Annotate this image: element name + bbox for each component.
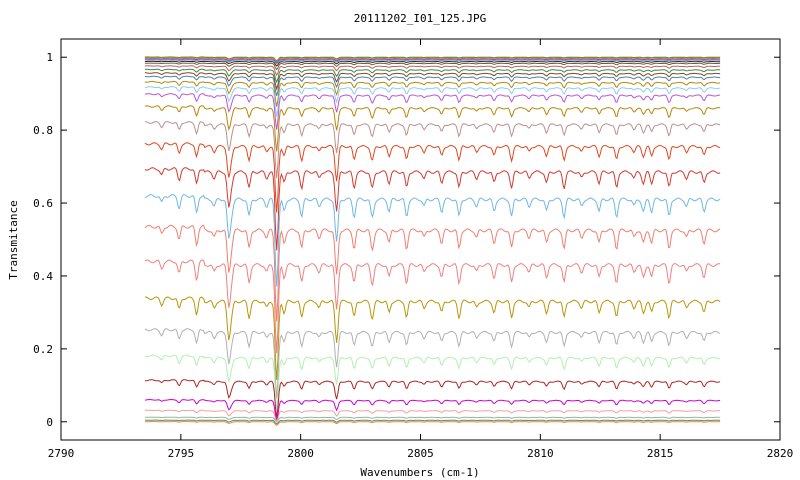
- series-line: [144, 58, 721, 64]
- series-line: [144, 419, 721, 425]
- x-tick-label: 2795: [168, 447, 195, 460]
- series-line: [144, 259, 721, 354]
- series-line: [144, 65, 721, 77]
- x-axis-ticks: 2790 2795 2800 2805 2810 2815 2820: [48, 39, 794, 460]
- series-line: [144, 398, 721, 421]
- chart-title: 20111202_I01_125.JPG: [354, 12, 486, 25]
- series-line: [144, 328, 721, 399]
- series-line: [144, 167, 721, 251]
- y-tick-label: 0.4: [33, 270, 53, 283]
- series-layer: [144, 56, 721, 427]
- y-tick-label: 0: [46, 416, 53, 429]
- series-line: [144, 68, 721, 84]
- series-line: [144, 193, 721, 287]
- x-tick-label: 2790: [48, 447, 75, 460]
- series-line: [144, 62, 721, 71]
- x-tick-label: 2800: [287, 447, 314, 460]
- series-line: [144, 416, 721, 423]
- series-line: [144, 296, 721, 381]
- series-line: [144, 409, 721, 423]
- y-axis-label: Transmitance: [7, 200, 20, 279]
- y-tick-label: 0.6: [33, 197, 53, 210]
- y-axis-ticks: 0 0.2 0.4 0.6 0.8 1: [33, 51, 780, 429]
- x-tick-label: 2805: [407, 447, 434, 460]
- y-tick-label: 1: [46, 51, 53, 64]
- series-line: [144, 57, 721, 63]
- x-tick-label: 2815: [647, 447, 674, 460]
- series-line: [144, 86, 721, 117]
- series-line: [144, 224, 721, 322]
- y-tick-label: 0.8: [33, 124, 53, 137]
- series-line: [144, 379, 721, 418]
- x-tick-label: 2820: [767, 447, 794, 460]
- series-line: [144, 75, 721, 97]
- series-line: [144, 72, 721, 91]
- x-axis-label: Wavenumbers (cm-1): [360, 466, 479, 479]
- x-tick-label: 2810: [527, 447, 554, 460]
- series-line: [144, 142, 721, 213]
- series-line: [144, 80, 721, 107]
- series-line: [144, 93, 721, 130]
- series-line: [144, 121, 721, 179]
- series-line: [144, 421, 721, 427]
- series-line: [144, 354, 721, 411]
- y-tick-label: 0.2: [33, 343, 53, 356]
- series-line: [144, 60, 721, 67]
- series-line: [144, 105, 721, 152]
- series-line: [144, 56, 721, 62]
- series-line: [144, 59, 721, 65]
